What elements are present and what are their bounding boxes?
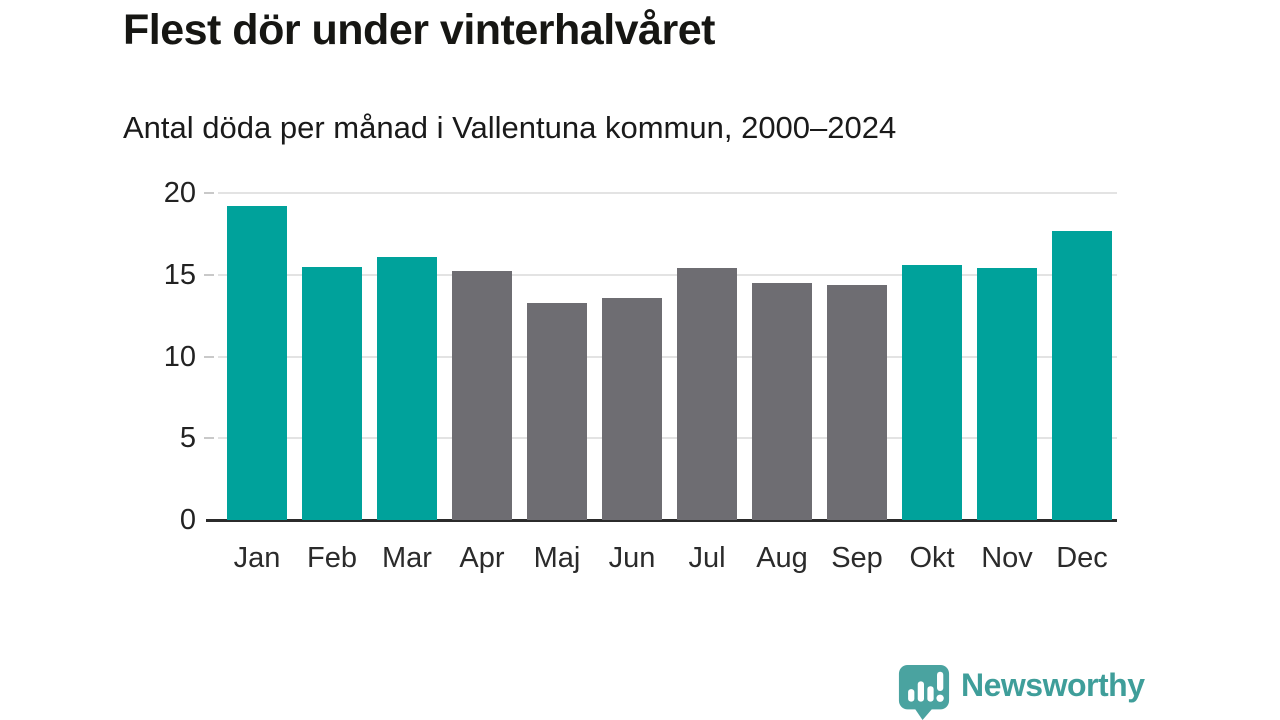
y-tick-20 [204, 192, 214, 194]
newsworthy-logo[interactable]: Newsworthy [897, 664, 1145, 720]
y-axis-label-15: 15 [163, 258, 196, 291]
bar-feb [302, 266, 362, 520]
y-tick-5 [204, 437, 214, 440]
brand-wordmark: Newsworthy [961, 666, 1145, 703]
plot-area: 0 5 10 15 20 Jan Feb Mar Apr Maj Jun Jul Aug Sep Okt No… [164, 178, 1117, 574]
bar-dec [1052, 230, 1112, 520]
bar-chart-speech-bubble-icon [898, 665, 950, 720]
y-axis-label-0: 0 [179, 504, 196, 536]
bar-nov [977, 268, 1037, 520]
y-axis-label-5: 5 [179, 422, 196, 455]
y-axis-label-20: 20 [163, 177, 196, 209]
x-axis-label-okt: Okt [909, 542, 955, 574]
x-axis-label-maj: Maj [533, 542, 581, 574]
x-axis-label-jan: Jan [233, 542, 281, 574]
x-axis-label-mar: Mar [382, 542, 432, 574]
bar-jan [227, 206, 287, 520]
x-axis-label-sep: Sep [831, 542, 883, 574]
bar-sep [827, 284, 887, 520]
chart-title: Flest dör under vinterhalvåret [123, 6, 715, 54]
x-axis-label-jun: Jun [608, 542, 656, 574]
bar-aug [752, 282, 812, 520]
y-axis-label-10: 10 [163, 340, 196, 373]
gridline-20 [218, 192, 1117, 194]
bar-jun [602, 297, 662, 520]
gridline-15 [218, 273, 1117, 276]
x-axis-line [206, 519, 1117, 522]
x-axis-label-apr: Apr [459, 542, 505, 574]
bar-okt [902, 264, 962, 520]
chart-subtitle: Antal döda per månad i Vallentuna kommun… [123, 110, 897, 145]
bar-apr [452, 271, 512, 520]
x-axis-label-feb: Feb [307, 542, 357, 574]
x-axis-label-aug: Aug [756, 542, 808, 574]
x-axis-label-jul: Jul [688, 542, 726, 574]
bar-maj [527, 302, 587, 520]
y-tick-10 [204, 355, 214, 358]
gridline-10 [218, 355, 1117, 358]
gridline-5 [218, 437, 1117, 440]
bar-mar [377, 256, 437, 520]
x-axis-label-nov: Nov [981, 542, 1033, 574]
y-tick-15 [204, 273, 214, 276]
bar-jul [677, 268, 737, 520]
x-axis-label-dec: Dec [1056, 542, 1108, 574]
